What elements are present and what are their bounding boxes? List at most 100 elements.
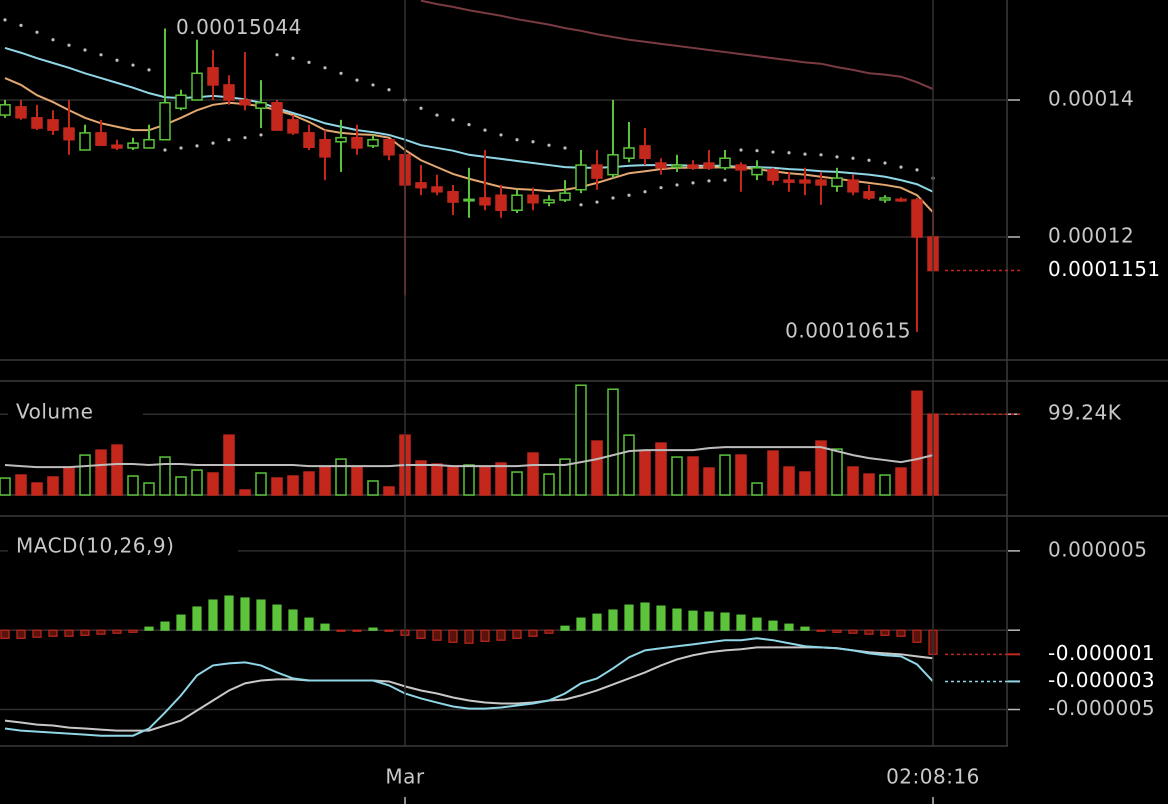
sar-dot <box>211 141 215 145</box>
sar-dot <box>451 118 455 122</box>
high-label: 0.00015044 <box>176 15 302 39</box>
volume-bar <box>319 466 331 496</box>
candle-body <box>95 132 107 146</box>
volume-bar <box>591 440 603 496</box>
y-tick-label: 99.24K <box>1048 401 1122 425</box>
volume-bar <box>335 458 347 496</box>
histogram-bar <box>160 621 170 631</box>
volume-bar <box>863 473 875 496</box>
macd-line <box>4 637 934 737</box>
layout <box>0 0 1168 747</box>
panel-title: MACD(10,26,9) <box>16 534 174 558</box>
histogram-bar <box>176 614 186 631</box>
labels: Volume MACD(10,26,9) 0.00012 0.00014 0.000… <box>8 15 1161 789</box>
candle-body <box>799 179 811 184</box>
sar-dot <box>227 138 231 142</box>
histogram-bar <box>448 629 458 643</box>
volume-bar <box>15 474 27 496</box>
candle-body <box>415 182 427 189</box>
histogram-bar <box>256 599 266 631</box>
histogram-bar <box>752 617 762 631</box>
histogram-bar <box>128 629 138 633</box>
histogram-bar <box>768 620 778 631</box>
candle-body <box>495 194 507 212</box>
histogram-bar <box>32 629 42 638</box>
moving-average <box>4 46 934 193</box>
sar-dot <box>275 53 279 57</box>
current-macd-label: -0.000003 <box>1048 668 1155 692</box>
sar-dot <box>131 63 135 67</box>
sar-dot <box>611 196 615 200</box>
volume-bar <box>303 471 315 496</box>
histogram-bar <box>832 629 842 633</box>
histogram-bar <box>576 617 586 631</box>
histogram-bar <box>16 629 26 639</box>
histogram-bar <box>352 629 362 632</box>
volume-bar <box>207 472 219 496</box>
candle-body <box>751 167 763 176</box>
sar-dot <box>867 158 871 162</box>
volume-bar <box>111 444 123 496</box>
histogram-bar <box>432 629 442 641</box>
candle-body <box>527 194 539 204</box>
volume-bar <box>575 384 587 496</box>
sar-dot <box>643 190 647 194</box>
histogram-bar <box>464 629 474 644</box>
histogram-bar <box>848 629 858 634</box>
volume-bar <box>527 452 539 496</box>
x-tick-label: 02:08:16 <box>886 765 980 789</box>
current-price-label: 0.0001151 <box>1048 257 1161 281</box>
candle-body <box>783 179 795 183</box>
signal-line <box>4 646 934 732</box>
histogram-bar <box>800 626 810 631</box>
candle-body <box>79 132 91 151</box>
candle-body <box>31 117 43 129</box>
candle-body <box>63 127 75 141</box>
sar-dot <box>755 149 759 153</box>
volume-bar <box>495 462 507 496</box>
sar-dot <box>579 203 583 207</box>
sar-dot <box>115 58 119 62</box>
sar-dot <box>419 106 423 110</box>
histogram-bar <box>192 606 202 631</box>
histogram-bar <box>496 629 506 641</box>
volume-bar <box>623 434 635 496</box>
sar-dot <box>851 156 855 160</box>
candle-body <box>479 197 491 206</box>
title-bg <box>8 398 143 428</box>
candle-body <box>111 144 123 149</box>
histogram-bar <box>688 610 698 631</box>
volume-bar <box>143 482 155 496</box>
volume-bar <box>639 450 651 496</box>
candle-body <box>367 138 379 147</box>
sar-dot <box>163 148 167 152</box>
panel-title: Volume <box>16 400 93 424</box>
histogram-bar <box>224 595 234 631</box>
candle-body <box>511 194 523 212</box>
candle-body <box>879 197 891 201</box>
volume-bar <box>831 448 843 496</box>
volume-bar <box>127 475 139 496</box>
candle-body <box>239 99 251 106</box>
candle-body <box>463 198 475 202</box>
candle-body <box>351 136 363 149</box>
histogram-bar <box>736 614 746 631</box>
sar-dot <box>627 193 631 197</box>
sar-dot <box>195 144 199 148</box>
y-tick-label: 0.00012 <box>1048 223 1134 247</box>
histogram-bar <box>864 629 874 635</box>
volume-bar <box>655 442 667 496</box>
volume-bar <box>367 480 379 496</box>
histogram-bar <box>272 604 282 631</box>
volume-bar <box>895 467 907 496</box>
volume-bar <box>175 476 187 496</box>
y-tick-label: 0.000005 <box>1048 537 1147 561</box>
volume-bar <box>159 456 171 496</box>
sar-dot <box>259 133 263 137</box>
sar-dot <box>771 150 775 154</box>
candle-body <box>639 145 651 159</box>
sar-dot <box>723 178 727 182</box>
volume-bar <box>415 460 427 496</box>
sar-dot <box>483 128 487 132</box>
sar-dot <box>67 43 71 47</box>
